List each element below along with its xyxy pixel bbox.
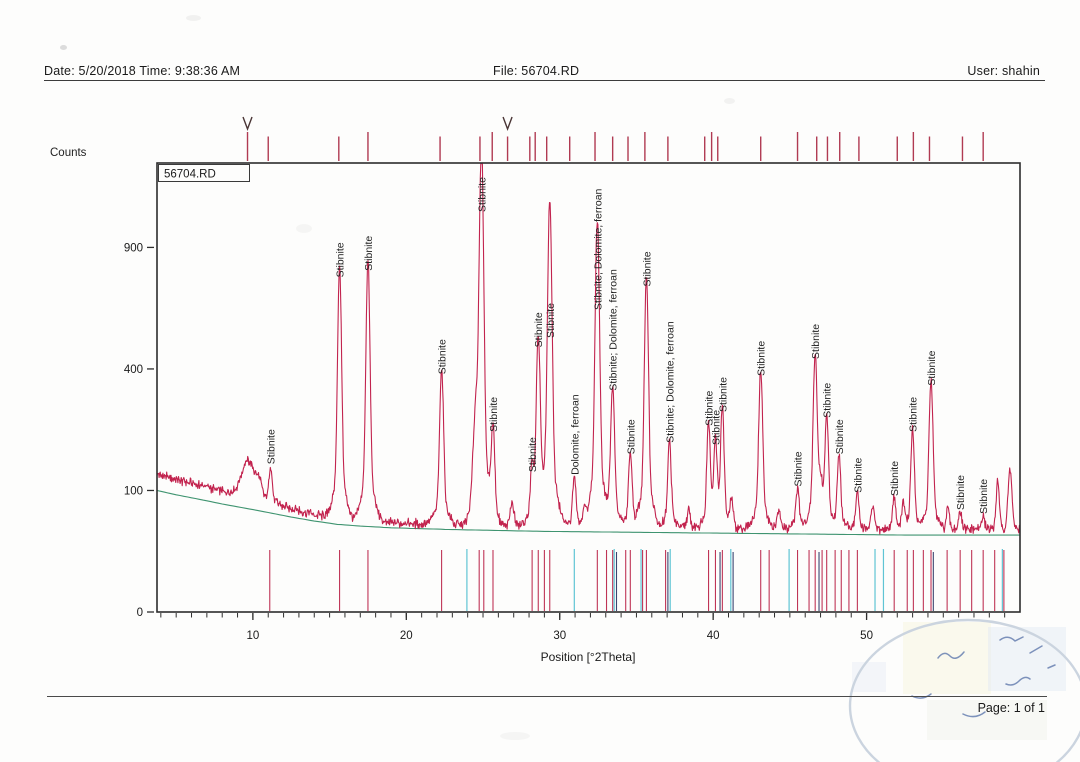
peak-label: Stibnite; Dolomite, ferroan — [592, 188, 604, 310]
reference-sticks — [269, 549, 1005, 611]
peak-label: Stibnite — [488, 397, 500, 432]
diffraction-pattern-line — [156, 163, 1021, 535]
scan-smudge — [186, 15, 201, 21]
footer-rule — [47, 696, 1047, 697]
peak-label: Stibnite — [437, 339, 449, 374]
peak-label: Stibnite — [335, 242, 347, 277]
peak-label: Stibnite — [889, 461, 901, 496]
peak-label: Stibnite; Dolomite, ferroan — [608, 269, 620, 391]
y-axis-title: Counts — [50, 147, 87, 159]
peak-label: Stibnite — [363, 236, 375, 271]
footer-page-number: Page: 1 of 1 — [977, 701, 1045, 715]
peak-label: Stibnite — [834, 419, 846, 454]
header-file-name: File: 56704.RD — [493, 64, 580, 78]
x-tick-label: 20 — [400, 630, 413, 642]
peak-label: Stibnite — [533, 312, 545, 347]
scan-smudge — [60, 45, 67, 50]
reference-tick-row — [242, 116, 984, 161]
marker-arrow-icon — [242, 116, 253, 131]
header-rule — [44, 80, 1045, 81]
peak-label: Stibnite — [717, 377, 729, 412]
axes: 0 100 400 900 10 20 30 40 50 — [124, 242, 1006, 642]
peak-label: Stibnite — [822, 383, 834, 418]
peak-label: Stibnite — [476, 177, 488, 212]
baseline-curve — [156, 489, 1020, 536]
y-tick-label: 900 — [124, 242, 143, 254]
peak-label: Stibnite — [710, 410, 722, 445]
y-tick-label: 400 — [124, 364, 143, 376]
plot-border — [156, 162, 1021, 613]
diffraction-trace — [156, 163, 1021, 535]
legend-box — [158, 164, 250, 182]
background-baseline — [156, 489, 1020, 536]
peak-label: Stibnite — [756, 341, 768, 376]
peak-label: Stibnite; Dolomite, ferroan — [664, 321, 676, 443]
legend-scan-name: 56704.RD — [164, 169, 216, 181]
scan-smudge — [724, 98, 735, 104]
x-tick-label: 10 — [246, 630, 259, 642]
peak-label: Stibnite — [852, 458, 864, 493]
peak-label: Stibnite — [926, 350, 938, 385]
x-tick-label: 50 — [860, 630, 873, 642]
scan-smudge — [296, 224, 312, 233]
header-date-time: Date: 5/20/2018 Time: 9:38:36 AM — [44, 64, 241, 78]
x-tick-label: 30 — [553, 630, 566, 642]
peak-label: Stibnite — [810, 324, 822, 359]
y-tick-label: 0 — [137, 607, 143, 619]
header-user-name: User: shahin — [967, 64, 1040, 78]
peak-label: Stibnite — [978, 479, 990, 514]
peak-label: Stibnite — [704, 391, 716, 426]
peak-label: Stibnite — [641, 251, 653, 286]
peak-label: Stibnite — [527, 437, 539, 472]
peak-label: Stibnite — [955, 475, 967, 510]
marker-arrow-icon — [502, 116, 513, 131]
peak-label: Stibnite — [625, 419, 637, 454]
peak-label: Stibnite — [793, 451, 805, 486]
y-tick-label: 100 — [124, 485, 143, 497]
peak-label: Stibnite — [908, 397, 920, 432]
peak-label: Dolomite, ferroan — [569, 394, 581, 475]
peak-label: Stibnite — [266, 429, 278, 464]
peak-label: Stibnite — [545, 303, 557, 338]
x-tick-label: 40 — [707, 630, 720, 642]
x-axis-title: Position [°2Theta] — [541, 650, 636, 664]
scan-smudge — [500, 732, 530, 740]
